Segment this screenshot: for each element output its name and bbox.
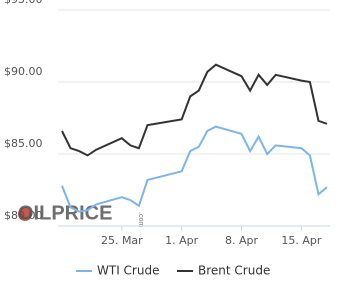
y-tick-label: $80.00 (4, 209, 43, 222)
legend-label: WTI Crude (97, 264, 159, 278)
x-tick-label: 15. Apr (281, 234, 321, 247)
watermark-text: OILPRICE (18, 202, 112, 224)
watermark-logo (18, 207, 32, 221)
y-tick-label: $85.00 (4, 137, 43, 150)
legend-label: Brent Crude (198, 264, 270, 278)
x-tick-label: 1. Apr (165, 234, 198, 247)
y-tick-label: $90.00 (4, 65, 43, 78)
x-tick-label: 25. Mar (101, 234, 143, 247)
watermark: OILPRICE .com (18, 202, 144, 227)
y-tick-label: $95.00 (4, 0, 43, 6)
x-tick-label: 8. Apr (225, 234, 258, 247)
watermark-suffix: .com (137, 212, 144, 227)
line (61, 63, 328, 157)
line (61, 125, 328, 213)
